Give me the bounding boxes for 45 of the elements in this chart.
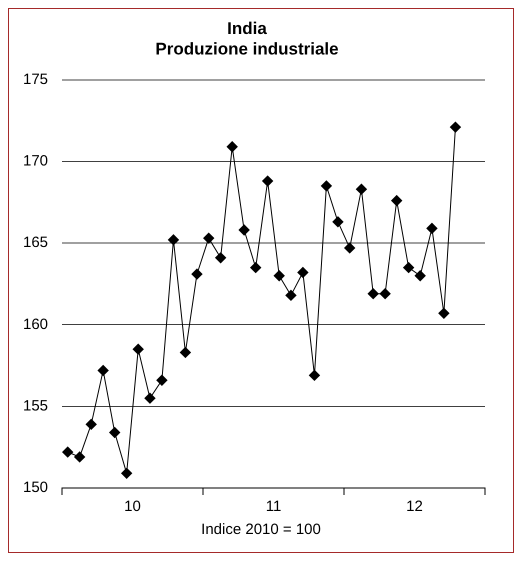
- point: [250, 262, 262, 274]
- point: [285, 290, 296, 301]
- point: [132, 344, 144, 355]
- point: [144, 392, 156, 404]
- point: [380, 288, 391, 300]
- point: [368, 288, 379, 300]
- point: [62, 446, 74, 458]
- y-tick-label: 170: [22, 152, 48, 170]
- point: [238, 224, 250, 236]
- point: [438, 308, 450, 319]
- chart-title: India Produzione industriale: [155, 18, 339, 58]
- x-tick-label: 12: [406, 498, 423, 516]
- point: [320, 180, 332, 192]
- point: [391, 195, 402, 206]
- point: [426, 222, 438, 234]
- point: [74, 451, 86, 462]
- point: [215, 252, 226, 264]
- x-tick-label: 10: [124, 498, 141, 516]
- point: [297, 266, 308, 278]
- point: [191, 268, 202, 280]
- point: [274, 270, 285, 282]
- point: [203, 232, 214, 244]
- point: [356, 184, 367, 195]
- point: [109, 426, 120, 438]
- point: [308, 370, 320, 381]
- y-tick-label: 150: [22, 479, 48, 496]
- point: [262, 176, 274, 187]
- point: [332, 216, 344, 228]
- point: [121, 468, 132, 479]
- y-tick-label: 160: [22, 316, 48, 333]
- point: [414, 270, 426, 282]
- point: [98, 364, 109, 376]
- y-tick-label: 155: [22, 398, 48, 414]
- y-tick-label: 175: [22, 70, 48, 88]
- x-tick-label: 11: [266, 498, 282, 516]
- point: [344, 242, 356, 254]
- point: [403, 262, 414, 274]
- text: Indice 2010 = 100: [200, 521, 322, 538]
- point: [168, 234, 179, 246]
- point: [86, 418, 97, 430]
- point: [156, 374, 168, 386]
- point: [450, 122, 461, 133]
- y-tick-label: 165: [22, 234, 48, 252]
- point: [226, 141, 238, 152]
- point: [180, 346, 191, 358]
